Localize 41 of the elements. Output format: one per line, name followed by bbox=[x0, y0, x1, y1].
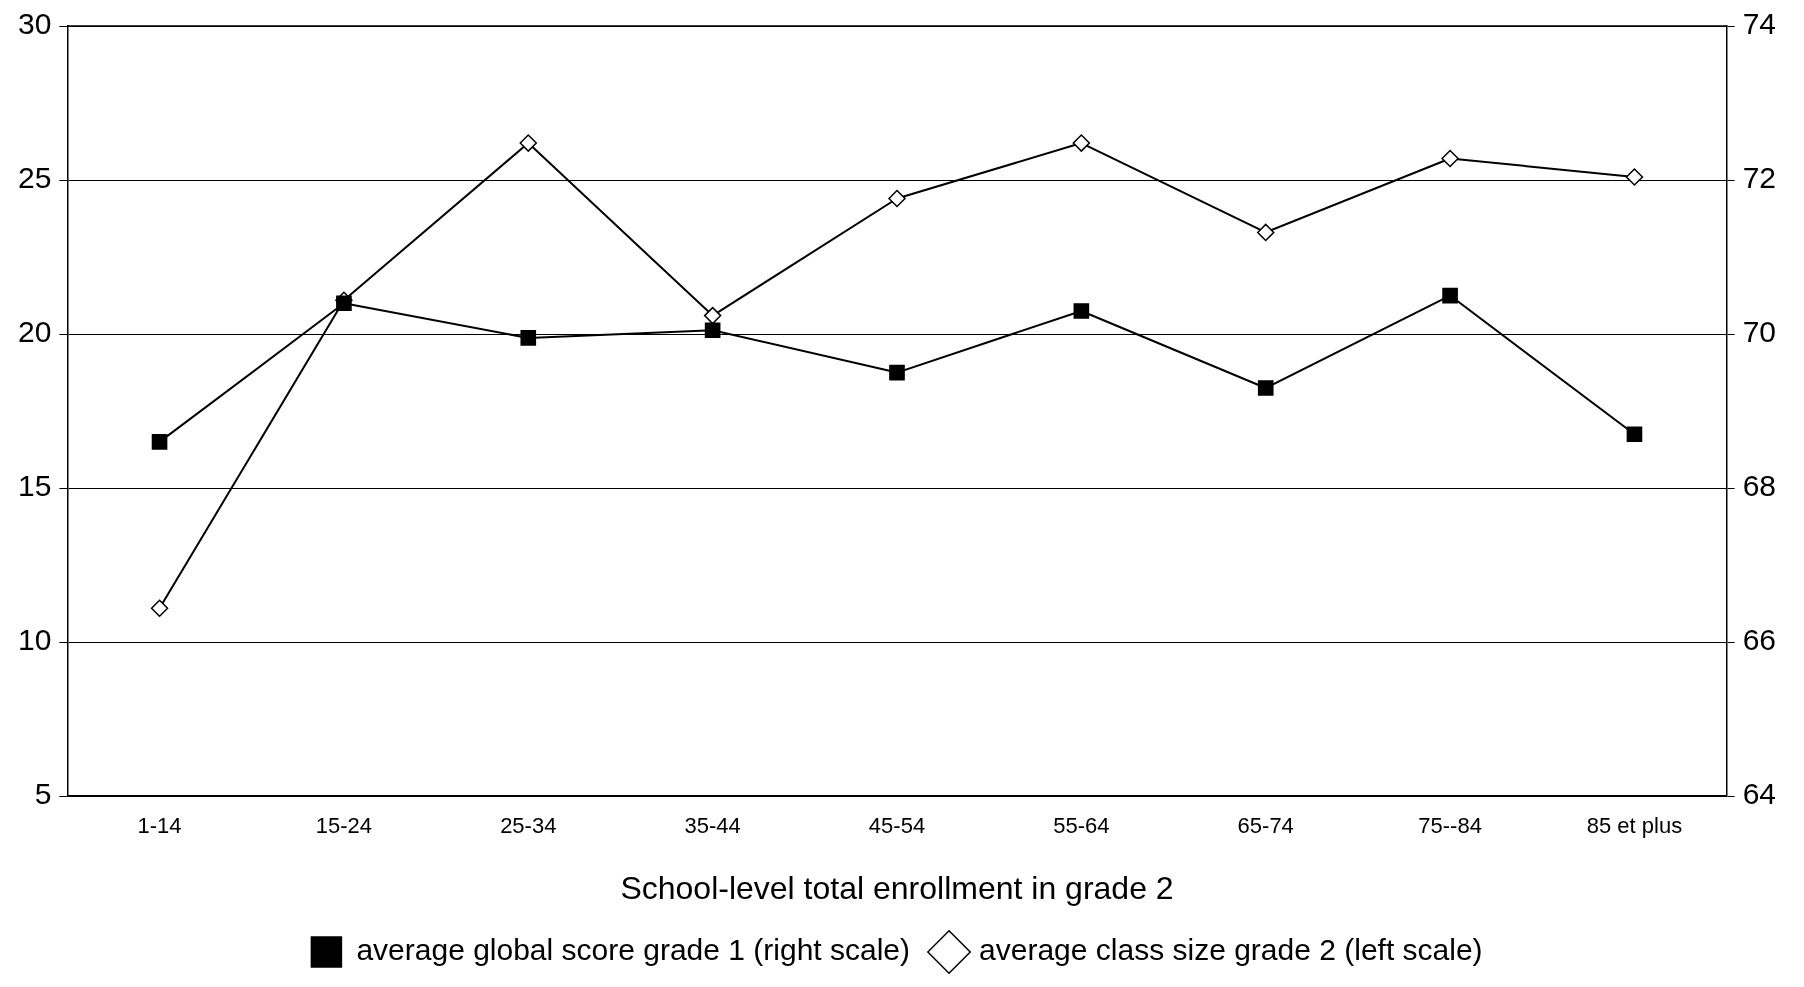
point bbox=[151, 434, 168, 450]
y2-tick-label: 64 bbox=[1742, 777, 1777, 811]
point bbox=[889, 364, 905, 381]
y2-tick-label: 74 bbox=[1742, 7, 1777, 41]
x-tick-label: 15-24 bbox=[315, 813, 373, 839]
x-tick-label: 35-44 bbox=[684, 813, 741, 839]
y-tick-label: 5 bbox=[34, 777, 52, 811]
x-axis-title: School-level total enrollment in grade 2 bbox=[620, 869, 1174, 906]
y2-tick-label: 72 bbox=[1742, 161, 1777, 195]
legend-label: average class size grade 2 (left scale) bbox=[979, 933, 1483, 967]
point bbox=[519, 134, 538, 152]
point bbox=[150, 599, 169, 618]
y2-tick-label: 66 bbox=[1742, 623, 1777, 657]
y-tick-label: 10 bbox=[17, 623, 52, 657]
y2-tick-label: 70 bbox=[1742, 315, 1777, 349]
point bbox=[520, 330, 537, 346]
x-tick-label: 45-54 bbox=[868, 813, 926, 839]
point bbox=[1257, 380, 1274, 396]
point bbox=[1072, 134, 1091, 152]
point bbox=[1626, 426, 1643, 443]
x-tick-label: 65-74 bbox=[1237, 813, 1294, 839]
point bbox=[336, 295, 352, 312]
point bbox=[1441, 149, 1459, 168]
point bbox=[888, 189, 906, 208]
point bbox=[1256, 223, 1275, 242]
y-tick-label: 30 bbox=[17, 7, 52, 41]
x-tick-label: 55-64 bbox=[1053, 813, 1110, 839]
legend-label: average global score grade 1 (right scale) bbox=[356, 933, 911, 967]
point bbox=[704, 322, 721, 339]
y2-tick-label: 68 bbox=[1742, 469, 1777, 503]
x-tick-label: 85 et plus bbox=[1586, 813, 1683, 839]
x-tick-label: 25-34 bbox=[500, 813, 557, 839]
x-tick-label: 1-14 bbox=[137, 813, 182, 839]
x-tick-label: 75--84 bbox=[1418, 813, 1482, 839]
y-tick-label: 20 bbox=[17, 315, 52, 349]
point bbox=[1625, 168, 1644, 186]
point bbox=[1442, 287, 1458, 304]
point bbox=[1073, 303, 1090, 319]
y-tick-label: 25 bbox=[17, 161, 52, 195]
point bbox=[703, 306, 722, 325]
y-tick-label: 15 bbox=[17, 469, 52, 503]
